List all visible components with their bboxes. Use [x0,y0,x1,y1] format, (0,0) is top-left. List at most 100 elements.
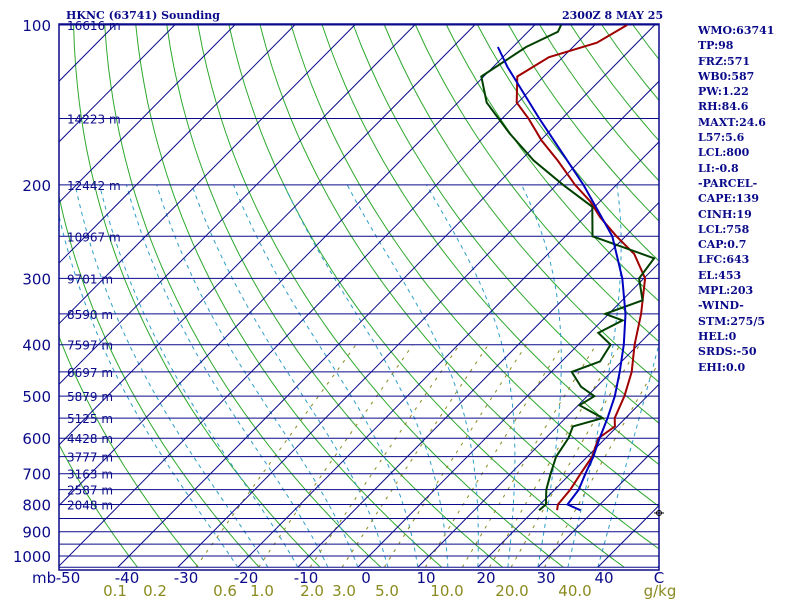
moist-adiabat-line [597,342,659,568]
moist-adiabat-line [191,184,389,568]
temperature-tick-label: 20 [476,569,495,587]
pressure-tick-label: 600 [22,430,51,448]
dry-adiabat-line [197,24,564,568]
mixing-ratio-tick-label: 0.2 [143,582,167,600]
height-label: 5125 m [67,412,113,426]
dry-adiabat-line [59,335,199,568]
dry-adiabat-line [477,24,659,262]
temperature-trace [515,24,647,511]
isotherm-line [0,25,55,567]
index-line: CAP:0.7 [698,238,747,252]
pressure-unit-label: mb [32,569,56,587]
temperature-tick-label: 0 [361,569,371,587]
temperature-tick-label: 30 [536,569,555,587]
mixing-ratio-tick-label: 40.0 [558,582,591,600]
isotherm-line [59,24,596,567]
moist-adiabat-line [59,213,239,568]
page-title: HKNC (63741) Sounding [66,9,220,22]
index-line: -WIND- [698,299,744,313]
index-line: LCL:758 [698,222,750,236]
temperature-tick-label: -40 [115,569,140,587]
dry-adiabat-line [352,24,659,424]
isotherm-line [357,262,659,568]
temperature-tick-label: -50 [56,569,81,587]
parcel-trace [496,46,627,512]
temperature-tick-label: -20 [234,569,259,587]
dry-adiabat-line [383,24,659,383]
isotherm-line [59,24,476,446]
isotherm-line [59,24,416,385]
mixing-ratio-tick-label: 1.0 [250,582,274,600]
mixing-ratio-line [510,344,641,568]
index-line: PW:1.22 [698,85,749,99]
pressure-tick-label: 500 [22,388,51,406]
mixing-ratio-line [341,344,489,568]
dry-adiabat-line [59,194,260,568]
mixing-ratio-line [461,344,597,568]
isotherm-line [177,80,659,568]
height-label: 3777 m [67,451,113,465]
dry-adiabat-line [415,24,659,343]
height-label: 16616 m [67,19,121,33]
isotherm-line [237,141,659,568]
height-label: 9701 m [67,272,113,286]
sounding-timestamp: 2300Z 8 MAY 25 [562,9,664,22]
mixing-ratio-tick-label: 20.0 [495,582,528,600]
mixing-ratio-tick-label: g/kg [644,582,677,600]
dry-adiabat-line [135,24,443,568]
moist-adiabat-line [233,184,419,568]
height-label: 8590 m [67,308,113,322]
pressure-tick-label: 1000 [13,548,51,566]
plot-frame [58,23,660,571]
height-label: 14223 m [67,113,121,127]
isotherm-line [477,383,659,568]
pressure-tick-label: 300 [22,270,51,288]
height-label: 7597 m [67,339,113,353]
moist-adiabat-line [156,184,359,568]
mixing-ratio-line [383,344,527,568]
index-line: HEL:0 [698,329,737,343]
index-line: LFC:643 [698,253,750,267]
dry-adiabat-line [290,24,659,508]
index-line: CAPE:139 [698,192,759,206]
index-line: L57:5.6 [698,131,745,145]
height-label: 2048 m [67,499,113,513]
dry-adiabat-line [259,24,659,550]
mixing-ratio-tick-label: 3.0 [332,582,356,600]
index-line: LI:-0.8 [698,161,739,175]
dry-adiabat-line [788,25,800,567]
isotherm-line [59,24,176,143]
index-line: MPL:203 [698,284,754,298]
mixing-ratio-axis-labels: 0.1 0.2 0.6 1.0 2.0 3.0 5.0 10.0 20.0 40.0 g/kg [103,582,676,600]
pressure-tick-label: 700 [22,466,51,484]
isotherm-line [59,24,536,507]
moist-adiabat-line [521,184,562,568]
index-line: STM:275/5 [698,314,765,328]
height-label: 12442 m [67,179,121,193]
isotherm-line [59,24,356,325]
temperature-tick-label: -30 [174,569,199,587]
dry-adiabat-line [166,24,503,568]
index-line: WMO:63741 [698,24,775,37]
height-label: 10967 m [67,230,121,244]
isotherm-line [117,24,656,568]
mixing-ratio-tick-label: 0.1 [103,582,127,600]
pressure-tick-label: 800 [22,497,51,515]
isotherm-line [537,444,659,568]
isotherm-line [59,24,236,204]
height-label: 2587 m [67,484,113,498]
mixing-ratio-tick-label: 10.0 [430,582,463,600]
height-label: 5879 m [67,390,113,404]
temperature-tick-label: -10 [294,569,319,587]
index-line: -PARCEL- [698,176,758,190]
index-line: MAXT:24.6 [698,115,766,129]
pressure-tick-label: 400 [22,337,51,355]
pressure-tick-label: 100 [22,17,51,35]
dry-adiabat-line [59,443,138,568]
height-label: 6697 m [67,366,113,380]
isotherm-line [417,322,659,568]
pressure-tick-label: 900 [22,524,51,542]
temperature-axis-labels: -50 -40 -30 -20 -10 0 10 20 30 40 C [56,569,664,587]
mixing-ratio-tick-label: 5.0 [375,582,399,600]
